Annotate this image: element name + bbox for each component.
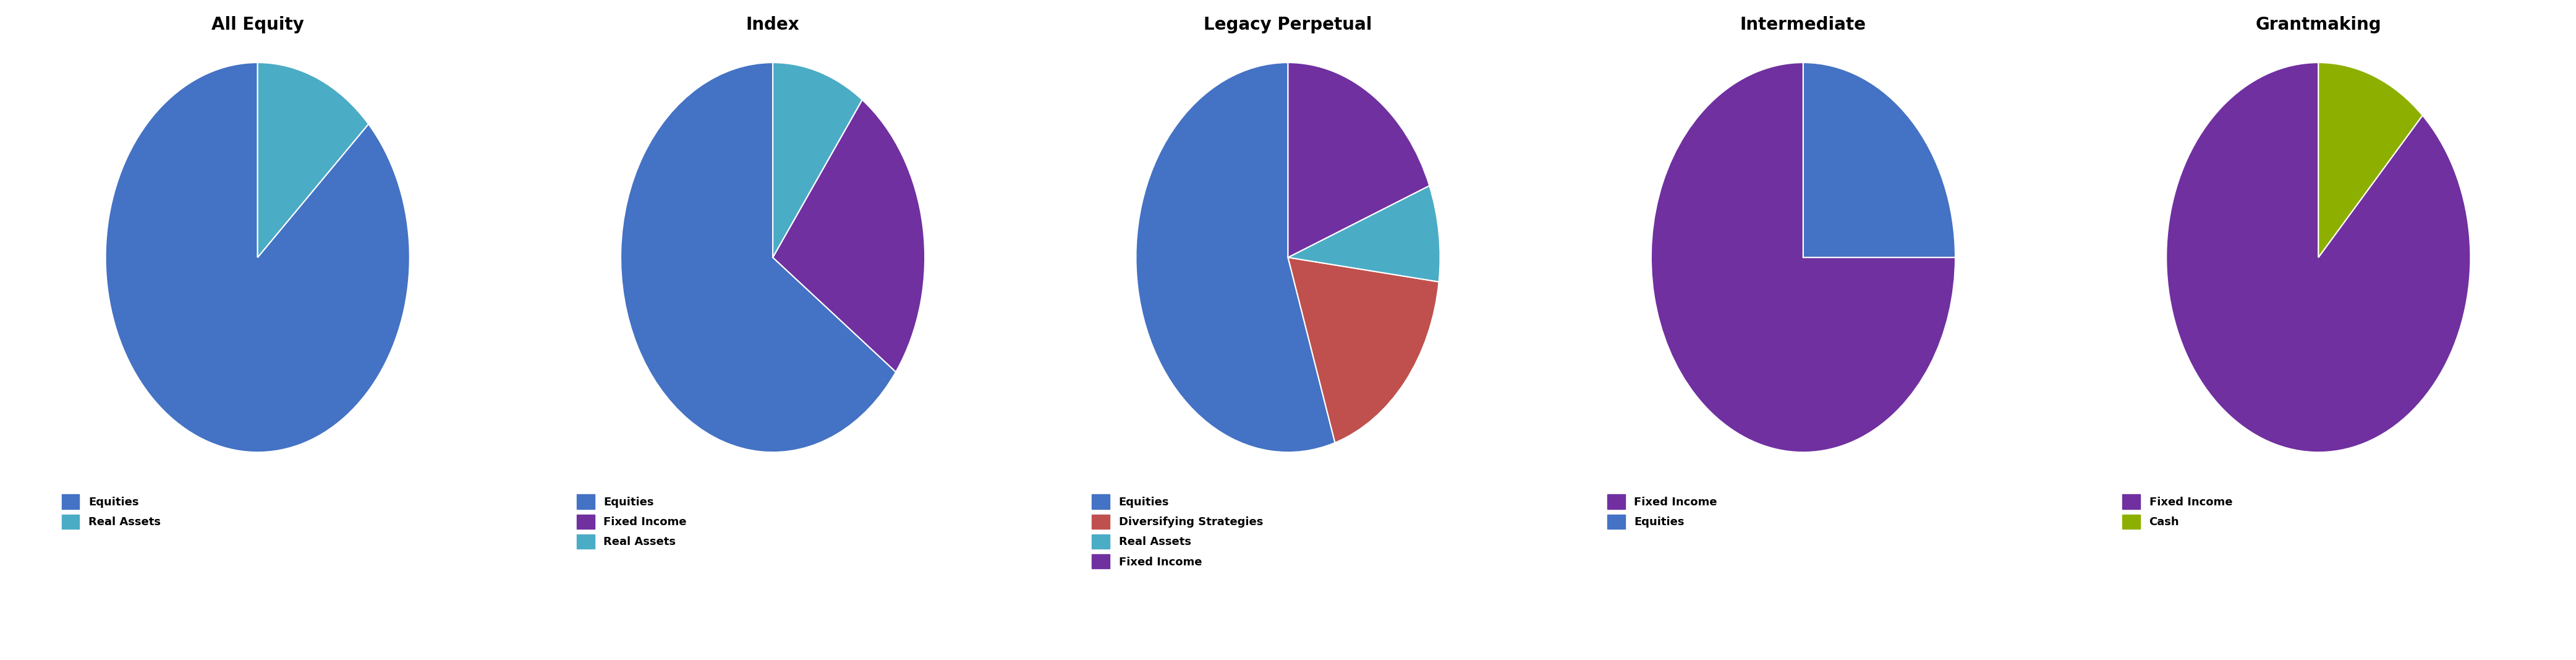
Legend: Fixed Income, Equities: Fixed Income, Equities [1602,490,1721,533]
Legend: Equities, Diversifying Strategies, Real Assets, Fixed Income: Equities, Diversifying Strategies, Real … [1087,490,1267,573]
Wedge shape [106,63,410,452]
Wedge shape [1651,63,1955,452]
Title: Index: Index [747,16,799,33]
Wedge shape [1803,63,1955,257]
Title: Legacy Perpetual: Legacy Perpetual [1203,16,1373,33]
Wedge shape [2166,63,2470,452]
Wedge shape [773,100,925,372]
Wedge shape [1136,63,1334,452]
Wedge shape [1288,63,1430,257]
Wedge shape [1288,257,1440,443]
Title: Grantmaking: Grantmaking [2257,16,2380,33]
Legend: Equities, Fixed Income, Real Assets: Equities, Fixed Income, Real Assets [572,490,690,553]
Title: Intermediate: Intermediate [1741,16,1865,33]
Legend: Equities, Real Assets: Equities, Real Assets [57,490,165,533]
Legend: Fixed Income, Cash: Fixed Income, Cash [2117,490,2236,533]
Wedge shape [2318,63,2421,257]
Wedge shape [621,63,896,452]
Wedge shape [773,63,863,257]
Wedge shape [258,63,368,257]
Title: All Equity: All Equity [211,16,304,33]
Wedge shape [1288,185,1440,282]
